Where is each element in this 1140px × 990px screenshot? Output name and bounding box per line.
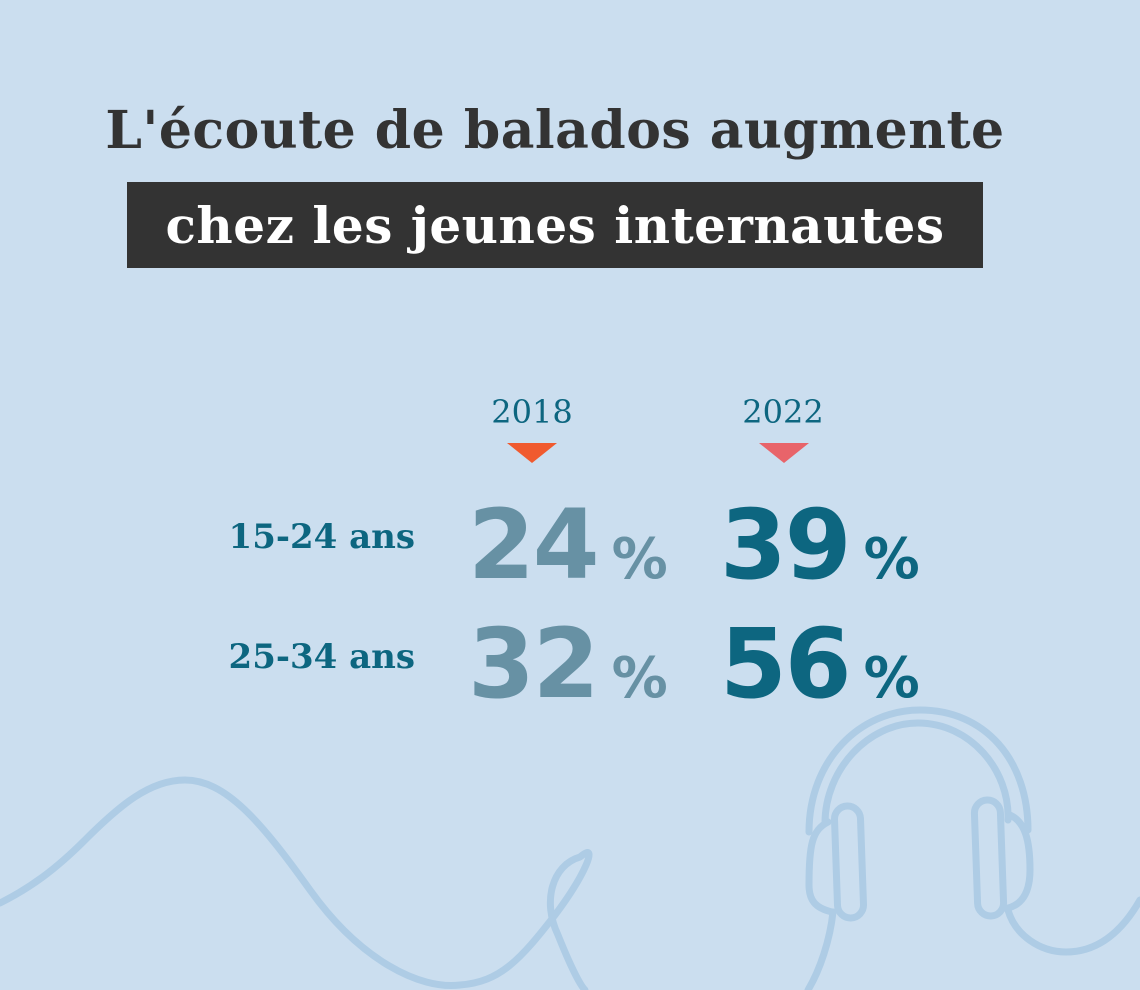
title-highlight-box: chez les jeunes internautes [127, 182, 983, 268]
value-15-24-2022: 39 % [720, 497, 920, 593]
value-25-34-2022: 56 % [720, 616, 920, 712]
value-15-24-2018: 24 % [468, 497, 668, 593]
column-header-2022: 2022 [742, 393, 824, 431]
percent-sign: % [611, 527, 668, 592]
percent-sign: % [611, 646, 668, 711]
value-number: 56 [720, 608, 852, 720]
percent-sign: % [863, 646, 920, 711]
value-number: 32 [468, 608, 600, 720]
percent-sign: % [863, 527, 920, 592]
value-25-34-2018: 32 % [468, 616, 668, 712]
value-number: 39 [720, 489, 852, 601]
title-line-1: L'écoute de balados augmente [105, 100, 1005, 161]
column-header-2018: 2018 [491, 393, 573, 431]
title-line-2: chez les jeunes internautes [165, 195, 945, 255]
value-number: 24 [468, 489, 600, 601]
triangle-down-icon-2022 [759, 443, 809, 463]
row-label-15-24: 15-24 ans [228, 517, 415, 557]
triangle-down-icon-2018 [507, 443, 557, 463]
row-label-25-34: 25-34 ans [228, 637, 415, 677]
